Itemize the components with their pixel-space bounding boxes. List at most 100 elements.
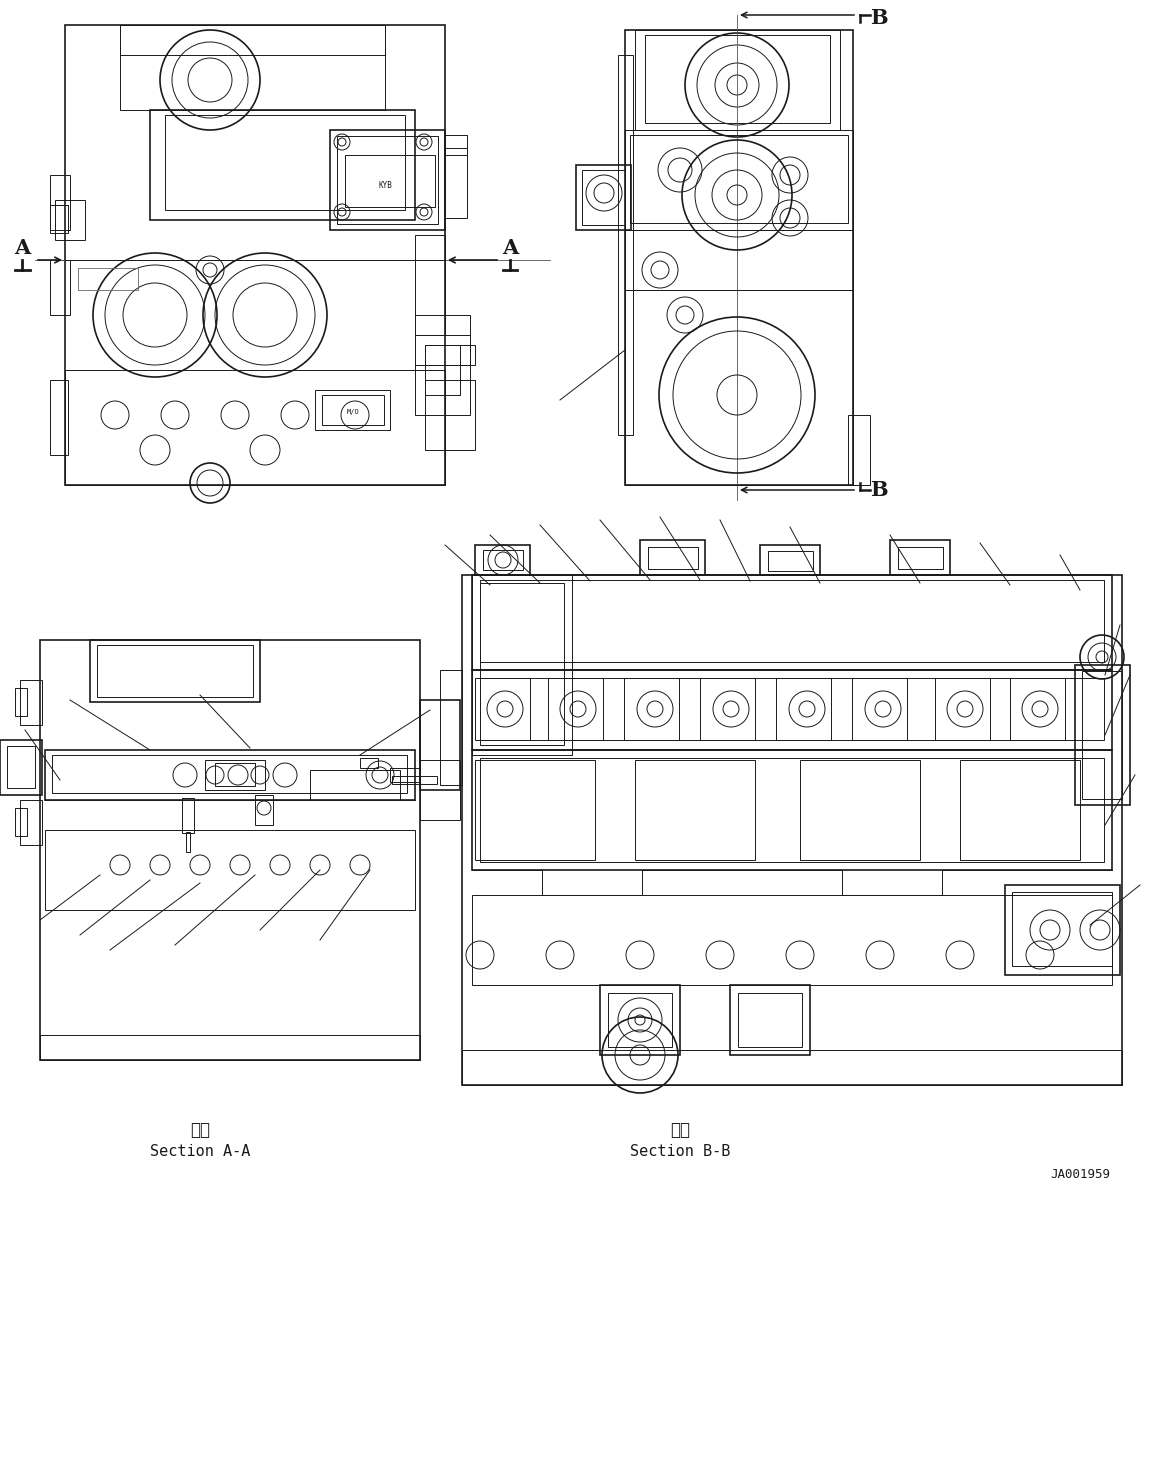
Bar — [0, 741, 42, 795]
Bar — [576, 165, 632, 230]
Bar — [548, 678, 602, 741]
Bar — [7, 746, 35, 788]
Bar — [55, 200, 85, 240]
Bar — [90, 640, 261, 702]
Bar — [582, 171, 625, 226]
Text: B: B — [870, 479, 887, 500]
Bar — [361, 758, 378, 769]
Bar — [50, 205, 67, 233]
Bar — [608, 993, 672, 1048]
Bar — [322, 395, 384, 424]
Bar — [97, 646, 254, 697]
Bar — [480, 580, 1104, 662]
Bar — [415, 315, 470, 365]
Bar — [52, 755, 407, 792]
Bar — [165, 114, 405, 211]
Bar — [390, 769, 420, 782]
Bar — [730, 985, 809, 1055]
Bar — [78, 269, 138, 289]
Text: JA001959: JA001959 — [1050, 1168, 1110, 1181]
Bar — [150, 110, 415, 220]
Bar — [625, 289, 852, 485]
Bar — [475, 760, 595, 861]
Bar — [480, 678, 1104, 741]
Bar — [424, 344, 461, 395]
Bar — [630, 135, 848, 223]
Bar — [472, 574, 572, 755]
Bar — [337, 137, 438, 224]
Bar — [345, 154, 435, 206]
Bar — [215, 763, 255, 787]
Text: A: A — [14, 237, 30, 258]
Bar — [935, 678, 990, 741]
Bar — [768, 551, 813, 571]
Bar — [472, 669, 1112, 749]
Text: 断面: 断面 — [670, 1120, 690, 1140]
Bar — [415, 234, 445, 335]
Bar — [640, 540, 705, 574]
Bar — [420, 760, 461, 821]
Bar — [186, 833, 190, 852]
Bar — [890, 540, 950, 574]
Bar — [392, 776, 437, 784]
Bar — [45, 830, 415, 910]
Bar — [50, 175, 70, 230]
Bar — [424, 344, 475, 365]
Bar — [445, 135, 468, 154]
Bar — [120, 25, 385, 110]
Bar — [480, 758, 1104, 862]
Bar — [618, 55, 633, 435]
Bar — [475, 545, 530, 574]
Bar — [483, 551, 523, 570]
Bar — [50, 380, 67, 456]
Bar — [475, 678, 530, 741]
Bar — [445, 148, 468, 218]
Bar — [472, 749, 1112, 870]
Bar — [648, 548, 698, 568]
Text: A: A — [502, 237, 519, 258]
Bar — [20, 800, 42, 844]
Bar — [50, 260, 70, 315]
Bar — [20, 680, 42, 726]
Bar — [645, 36, 830, 123]
Bar — [800, 760, 920, 861]
Bar — [625, 30, 852, 485]
Bar — [635, 760, 755, 861]
Text: M/O: M/O — [347, 410, 359, 416]
Bar — [315, 390, 390, 430]
Bar — [462, 574, 1122, 1085]
Text: Section A-A: Section A-A — [150, 1144, 250, 1159]
Bar — [959, 760, 1080, 861]
Bar — [45, 749, 415, 800]
Bar — [480, 583, 564, 745]
Bar — [600, 985, 680, 1055]
Bar — [848, 416, 870, 485]
Bar — [625, 678, 679, 741]
Bar — [759, 545, 820, 574]
Bar — [330, 131, 445, 230]
Bar — [1012, 892, 1112, 966]
Bar — [472, 895, 1112, 985]
Bar — [311, 770, 400, 800]
Bar — [15, 807, 27, 835]
Bar — [65, 25, 445, 485]
Bar — [440, 669, 462, 785]
Bar — [776, 678, 832, 741]
Bar — [472, 574, 1112, 669]
Bar — [420, 700, 461, 789]
Bar — [898, 548, 943, 568]
Text: 断面: 断面 — [190, 1120, 211, 1140]
Bar — [852, 678, 907, 741]
Bar — [15, 689, 27, 715]
Bar — [739, 993, 802, 1048]
Bar — [120, 25, 385, 55]
Bar — [462, 1051, 1122, 1085]
Bar — [1005, 884, 1120, 975]
Text: B: B — [870, 7, 887, 28]
Bar — [1082, 671, 1122, 798]
Bar — [255, 795, 273, 825]
Bar — [40, 1034, 420, 1060]
Bar — [700, 678, 755, 741]
Bar — [415, 335, 470, 416]
Text: Section B-B: Section B-B — [630, 1144, 730, 1159]
